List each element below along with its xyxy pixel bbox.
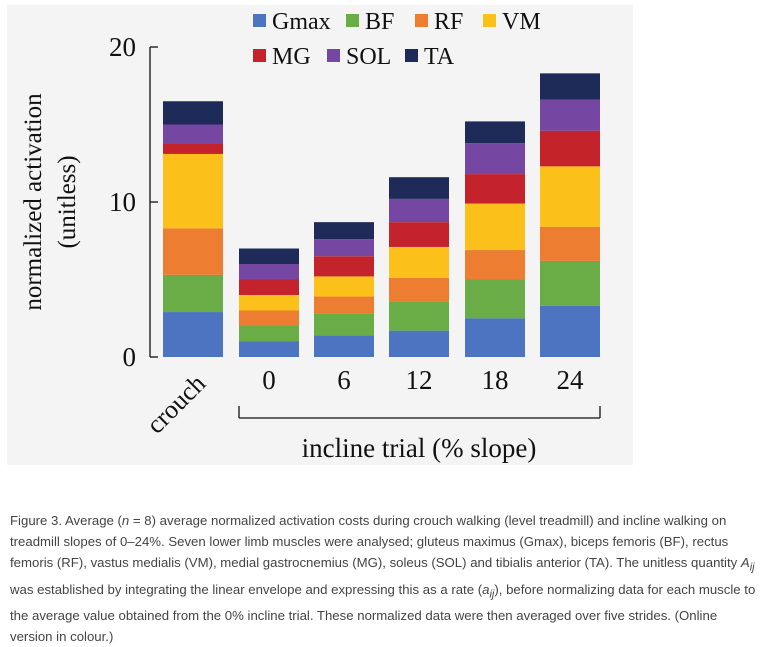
bar-segment-6-bf: [314, 313, 374, 336]
legend-swatch-rf: [415, 14, 428, 27]
bar-segment-18-mg: [465, 174, 525, 204]
bar-stack-crouch: [163, 101, 223, 357]
bar-segment-12-rf: [389, 277, 449, 302]
bar-segment-6-mg: [314, 256, 374, 277]
bar-segment-24-vm: [540, 166, 600, 227]
bar-stack-24: [540, 73, 600, 357]
y-axis-label-line2: (unitless): [54, 155, 81, 248]
bar-segment-18-gmax: [465, 318, 525, 357]
legend-label-ta: TA: [424, 44, 455, 70]
bar-segment-0-vm: [239, 295, 299, 311]
bar-stack-18: [465, 121, 525, 357]
bar-segment-0-sol: [239, 264, 299, 280]
bar-segment-0-rf: [239, 310, 299, 326]
bar-segment-crouch-rf: [163, 228, 223, 275]
bar-segment-18-rf: [465, 250, 525, 280]
bars: [163, 73, 600, 357]
caption-n: n: [121, 513, 130, 528]
bar-segment-crouch-ta: [163, 101, 223, 125]
caption-A-sub: ij: [749, 561, 755, 574]
legend-swatch-ta: [405, 49, 418, 62]
bar-segment-crouch-vm: [163, 153, 223, 229]
bar-segment-0-ta: [239, 248, 299, 264]
bar-segment-6-gmax: [314, 335, 374, 357]
legend-label-bf: BF: [365, 9, 394, 35]
legend-swatch-vm: [483, 14, 496, 27]
bar-segment-6-rf: [314, 296, 374, 314]
bar-segment-crouch-bf: [163, 274, 223, 313]
bar-segment-18-bf: [465, 279, 525, 319]
bar-segment-18-sol: [465, 143, 525, 175]
legend-swatch-sol: [327, 49, 340, 62]
bar-segment-12-mg: [389, 222, 449, 247]
bar-segment-24-gmax: [540, 305, 600, 357]
legend-label-vm: VM: [502, 9, 541, 35]
figure-panel: Gmax BF RF VM MG SOL TA 0 10 20 crouch 0 6 12 18 24 no…: [7, 5, 633, 465]
bar-segment-0-gmax: [239, 341, 299, 357]
bar-segment-6-sol: [314, 239, 374, 257]
x-tick-label-24: 24: [557, 365, 585, 395]
x-tick-label-6: 6: [337, 365, 351, 395]
caption-A: A: [740, 555, 750, 570]
x-tick-label-12: 12: [406, 365, 433, 395]
bar-stack-12: [389, 177, 449, 357]
bar-segment-6-ta: [314, 222, 374, 240]
bar-segment-crouch-mg: [163, 143, 223, 154]
legend-label-rf: RF: [434, 9, 463, 35]
x-tick-label-crouch: crouch: [141, 369, 212, 440]
bar-segment-24-bf: [540, 260, 600, 306]
bar-segment-12-ta: [389, 177, 449, 199]
bar-segment-6-vm: [314, 276, 374, 297]
legend-label-sol: SOL: [346, 44, 391, 70]
bar-segment-12-gmax: [389, 330, 449, 357]
legend: Gmax BF RF VM MG SOL TA: [253, 9, 541, 70]
bar-segment-crouch-sol: [163, 124, 223, 144]
bar-segment-crouch-gmax: [163, 312, 223, 357]
bar-segment-12-vm: [389, 246, 449, 278]
bar-segment-18-vm: [465, 203, 525, 251]
x-axis-label: incline trial (% slope): [302, 433, 537, 463]
caption-after-n: = 8) average normalized activation costs…: [10, 513, 741, 570]
y-tick-label: 20: [109, 32, 136, 62]
bar-stack-6: [314, 222, 374, 357]
bar-segment-24-mg: [540, 130, 600, 167]
legend-label-mg: MG: [272, 44, 311, 70]
bar-segment-12-sol: [389, 198, 449, 223]
bar-segment-18-ta: [465, 121, 525, 144]
bar-segment-24-rf: [540, 226, 600, 261]
bar-segment-24-ta: [540, 73, 600, 100]
y-tick-label: 0: [123, 342, 137, 372]
caption-middle: was established by integrating the linea…: [10, 581, 483, 597]
bar-segment-24-sol: [540, 99, 600, 131]
bar-segment-12-bf: [389, 301, 449, 331]
caption-a-sub: ij: [489, 588, 495, 601]
legend-label-gmax: Gmax: [272, 9, 331, 35]
figure-caption: Figure 3. Average (n = 8) average normal…: [10, 510, 758, 647]
legend-swatch-mg: [253, 49, 266, 62]
bar-segment-0-mg: [239, 279, 299, 295]
y-axis-label-line1: normalized activation: [20, 93, 47, 311]
x-tick-label-18: 18: [482, 365, 509, 395]
bar-segment-0-bf: [239, 326, 299, 342]
caption-prefix: Figure 3. Average (: [10, 513, 122, 528]
legend-swatch-bf: [346, 14, 359, 27]
y-tick-label: 10: [109, 187, 136, 217]
legend-swatch-gmax: [253, 14, 266, 27]
y-axis-label: normalized activation (unitless): [20, 93, 81, 311]
caption-a: a: [482, 581, 490, 597]
bar-stack-0: [239, 248, 299, 357]
x-tick-label-0: 0: [262, 365, 276, 395]
